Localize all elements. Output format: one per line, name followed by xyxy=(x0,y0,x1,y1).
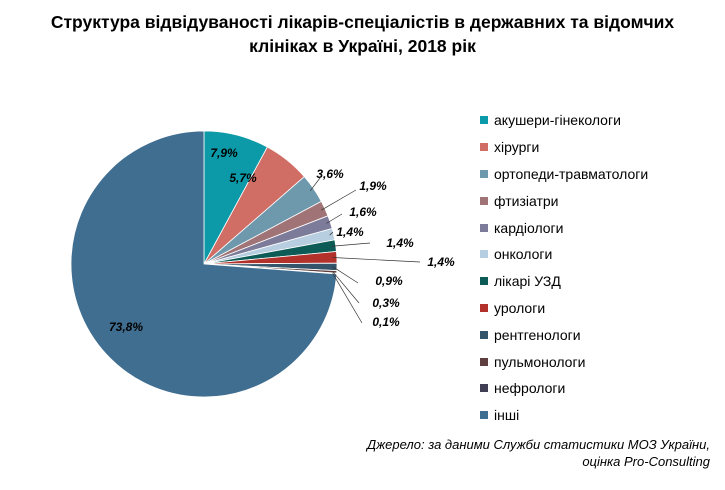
legend-label: ортопеди-травматологи xyxy=(494,165,649,182)
leader-line-3 xyxy=(309,177,321,192)
legend-item-5: кардіологи xyxy=(480,214,648,241)
legend-label: урологи xyxy=(494,299,546,316)
legend-swatch xyxy=(480,250,488,259)
legend-swatch xyxy=(480,143,488,152)
data-label-2: 5,7% xyxy=(229,171,257,185)
legend-swatch xyxy=(480,116,488,125)
source-line-2: оцінка Pro-Consulting xyxy=(582,454,710,469)
legend-item-9: рентгенологи xyxy=(480,321,648,348)
legend-swatch xyxy=(480,384,488,393)
leader-line-8 xyxy=(332,257,421,263)
legend-swatch xyxy=(480,411,488,420)
legend-item-12: інші xyxy=(480,402,648,429)
legend-label: кардіологи xyxy=(494,219,564,236)
leader-line-10 xyxy=(332,271,360,304)
legend-label: пульмонологи xyxy=(494,353,586,370)
legend-item-7: лікарі УЗД xyxy=(480,268,648,295)
legend-label: фтизіатри xyxy=(494,192,559,209)
data-label-11: 0,1% xyxy=(372,315,400,329)
data-label-8: 1,4% xyxy=(427,255,455,269)
chart-title: Структура відвідуваності лікарів-спеціал… xyxy=(0,10,725,58)
legend-label: акушери-гінекологи xyxy=(494,112,621,129)
legend-item-4: фтизіатри xyxy=(480,187,648,214)
data-label-12: 73,8% xyxy=(109,320,143,334)
leader-line-5 xyxy=(326,213,343,224)
source-line-1: Джерело: за даними Служби статистики МОЗ… xyxy=(367,437,710,452)
legend-label: нефрологи xyxy=(494,380,566,397)
legend-item-11: нефрологи xyxy=(480,375,648,402)
pie-slices xyxy=(70,130,338,398)
legend-swatch xyxy=(480,277,488,286)
legend-item-10: пульмонологи xyxy=(480,348,648,375)
legend-label: інші xyxy=(494,407,520,424)
legend-swatch xyxy=(480,223,488,232)
source-note: Джерело: за даними Служби статистики МОЗ… xyxy=(367,436,710,470)
legend-label: хірурги xyxy=(494,139,540,156)
legend-item-8: урологи xyxy=(480,295,648,322)
data-label-5: 1,6% xyxy=(349,205,377,219)
legend-swatch xyxy=(480,357,488,366)
data-label-10: 0,3% xyxy=(372,296,400,310)
leader-line-4 xyxy=(321,189,357,211)
legend-label: онкологи xyxy=(494,246,553,263)
legend-swatch xyxy=(480,196,488,205)
legend-item-2: хірурги xyxy=(480,134,648,161)
legend-swatch xyxy=(480,303,488,312)
chart-title-line-2: клініках в Україні, 2018 рік xyxy=(249,36,476,56)
legend-swatch xyxy=(480,169,488,178)
data-label-6: 1,4% xyxy=(336,225,364,239)
legend-item-3: ортопеди-травматологи xyxy=(480,161,648,188)
legend-label: лікарі УЗД xyxy=(494,273,561,290)
pie-slice-12 xyxy=(70,130,338,398)
data-label-1: 7,9% xyxy=(210,146,238,160)
data-label-4: 1,9% xyxy=(359,179,387,193)
data-label-7: 1,4% xyxy=(386,236,414,250)
legend-swatch xyxy=(480,330,488,339)
legend-item-1: акушери-гінекологи xyxy=(480,107,648,134)
chart-title-line-1: Структура відвідуваності лікарів-спеціал… xyxy=(50,12,675,32)
leader-lines xyxy=(309,177,421,324)
leader-line-11 xyxy=(332,273,363,324)
leader-line-6 xyxy=(329,231,334,236)
leader-line-9 xyxy=(332,266,359,284)
legend-item-6: онкологи xyxy=(480,241,648,268)
leader-line-7 xyxy=(331,242,371,247)
data-label-9: 0,9% xyxy=(375,274,403,288)
data-label-3: 3,6% xyxy=(316,167,344,181)
legend: акушери-гінекологи хірурги ортопеди-травма… xyxy=(480,107,648,429)
data-labels: 7,9% 5,7% 3,6% 1,9% 1,6% 1,4% 1,4% 1,4% 0,9% 0,3%… xyxy=(109,146,455,334)
legend-label: рентгенологи xyxy=(494,326,581,343)
